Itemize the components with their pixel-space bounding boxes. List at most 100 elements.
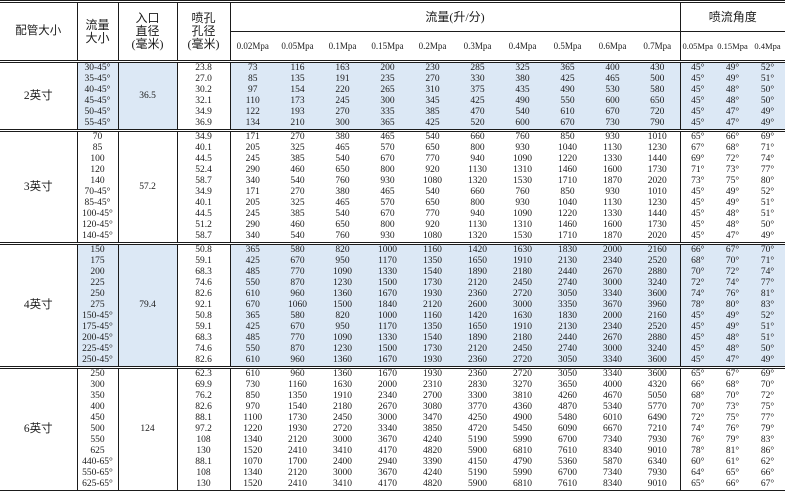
flow-value-cell: 465: [590, 74, 635, 85]
angle-value-cell: 77°: [760, 413, 775, 423]
flow-value-cell: 163: [320, 61, 365, 74]
angle-value-cell: 50°: [760, 220, 775, 230]
angle-value-cell: 76°: [679, 435, 716, 446]
flow-value-cell: 1930: [288, 424, 307, 434]
flow-value-cell: 2360: [455, 355, 500, 368]
flow-value-cell: 3850: [423, 424, 442, 434]
flow-value-cell: 365: [230, 311, 275, 322]
angle-value-cell: 60°: [679, 457, 716, 468]
flow-value-cell: 9010: [647, 446, 667, 456]
flow-value-cell: 930: [515, 143, 530, 153]
flow-value-cell: 110: [230, 96, 275, 107]
flow-value-cell: 4870: [558, 402, 577, 412]
flow-value-cell: 7930: [647, 468, 667, 478]
flow-value-cell: 340: [245, 231, 260, 241]
angle-value-cell: 51°: [760, 198, 775, 208]
flow-value-cell: 1010: [647, 132, 667, 142]
angle-value-cell: 49°: [750, 355, 785, 368]
flow-value-cell: 1890: [455, 333, 500, 344]
flow-value-cell: 4150: [468, 457, 487, 467]
table-row: 50-45° 34.9 122 193 270 335 385 470 540 610 670 720…: [0, 107, 785, 118]
orifice-cell: 34.9: [177, 187, 231, 198]
orifice-cell: 52.4: [177, 165, 231, 176]
angle-value-cell: 65°: [679, 130, 716, 143]
angle-value-cell: 61°: [725, 457, 740, 467]
flow-value-cell: 1090: [513, 209, 532, 219]
angle-value-cell: 70°: [679, 267, 716, 278]
flow-value-cell: 2130: [545, 256, 590, 267]
flow-value-cell: 3000: [333, 435, 352, 445]
flow-value-cell: 540: [335, 154, 350, 164]
flow-value-cell: 205: [245, 198, 260, 208]
flow-value-cell: 610: [230, 355, 275, 368]
flow-value-cell: 1040: [558, 198, 577, 208]
flow-size-cell: 250: [77, 289, 119, 300]
flow-value-cell: 1350: [410, 322, 455, 333]
angle-value-cell: 51°: [750, 322, 785, 333]
flow-value-cell: 2120: [288, 468, 307, 478]
angle-value-cell: 74°: [750, 267, 785, 278]
flow-value-cell: 8340: [603, 446, 622, 456]
angle-value-cell: 47°: [715, 118, 751, 131]
flow-value-cell: 2340: [590, 256, 635, 267]
pipe-size-cell: 3英寸: [0, 130, 78, 244]
flow-value-cell: 5480: [558, 413, 577, 423]
flow-value-cell: 3390: [423, 457, 442, 467]
flow-value-cell: 660: [470, 187, 485, 197]
angle-value-cell: 81°: [725, 446, 740, 456]
flow-value-cell: 3240: [635, 344, 681, 355]
orifice-cell: 32.1: [177, 96, 231, 107]
flow-value-cell: 270: [320, 107, 365, 118]
flow-value-cell: 3810: [513, 391, 532, 401]
angle-value-cell: 71°: [760, 143, 775, 153]
flow-value-cell: 1420: [455, 243, 500, 256]
flow-value-cell: 1350: [410, 256, 455, 267]
flow-value-cell: 485: [230, 333, 275, 344]
angle-value-cell: 47°: [725, 231, 740, 241]
angle-value-cell: 47°: [715, 355, 751, 368]
flow-value-cell: 4260: [558, 391, 577, 401]
flow-value-cell: 1000: [365, 311, 410, 322]
flow-size-cell: 150-45°: [77, 311, 119, 322]
orifice-diameter-header: 喷孔 孔径 (毫米): [177, 1, 231, 62]
flow-value-cell: 1170: [365, 256, 410, 267]
angle-value-cell: 73°: [679, 176, 716, 187]
orifice-cell: 108: [177, 468, 231, 479]
flow-value-cell: 2000: [590, 311, 635, 322]
flow-value-cell: 1220: [558, 154, 577, 164]
angle-value-cell: 45°: [679, 61, 716, 74]
flow-value-cell: 1910: [500, 256, 545, 267]
flow-value-cell: 2310: [423, 380, 442, 390]
flow-size-cell: 225-45°: [77, 344, 119, 355]
flow-value-cell: 670: [230, 300, 275, 311]
inlet-diameter-cell: 36.5: [118, 61, 178, 131]
flow-value-cell: 1700: [288, 457, 307, 467]
flow-size-cell: 400: [77, 402, 119, 413]
angle-value-cell: 77°: [760, 165, 775, 175]
table-row: 6英寸 250 124 62.3 610 960 1360 1670 1930 2360 2720 3…: [0, 367, 785, 491]
flow-value-cell: 660: [470, 132, 485, 142]
flow-size-cell: 70: [77, 130, 119, 143]
flow-size-header: 流量 大小: [77, 1, 119, 62]
angle-value-cell: 45°: [679, 85, 716, 96]
flow-value-cell: 3600: [647, 369, 667, 379]
flow-pressure-header: 0.05Mpa: [281, 41, 314, 51]
flow-value-cell: 540: [500, 107, 545, 118]
flow-value-cell: 770: [275, 333, 320, 344]
flow-value-cell: 1830: [545, 311, 590, 322]
flow-value-cell: 760: [515, 187, 530, 197]
flow-value-cell: 265: [365, 85, 410, 96]
flow-value-cell: 5450: [513, 424, 532, 434]
flow-value-cell: 205: [245, 143, 260, 153]
orifice-cell: 92.1: [177, 300, 231, 311]
flow-value-cell: 365: [365, 118, 410, 131]
table-row: 625 130 1520 2410 3410 4170 4820 5900 6810 7610 83…: [0, 446, 785, 457]
flow-value-cell: 650: [335, 220, 350, 230]
flow-value-cell: 2180: [500, 267, 545, 278]
orifice-cell: 40.1: [177, 198, 231, 209]
flow-value-cell: 4240: [423, 435, 442, 445]
table-row: 150-45° 50.8 365 580 820 1000 1160 1420 1630 1830…: [0, 311, 785, 322]
angle-value-cell: 73°: [725, 402, 740, 412]
angle-value-cell: 52°: [750, 311, 785, 322]
angle-value-cell: 52°: [750, 61, 785, 74]
